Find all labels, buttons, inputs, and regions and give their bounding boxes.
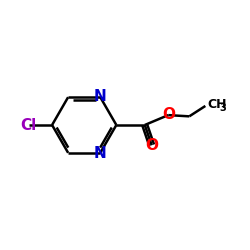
Text: O: O [162,107,175,122]
Text: N: N [94,146,107,161]
Text: N: N [94,89,107,104]
Text: 3: 3 [219,104,226,114]
Text: CH: CH [207,98,227,111]
Text: O: O [145,138,158,153]
Text: Cl: Cl [20,118,37,132]
